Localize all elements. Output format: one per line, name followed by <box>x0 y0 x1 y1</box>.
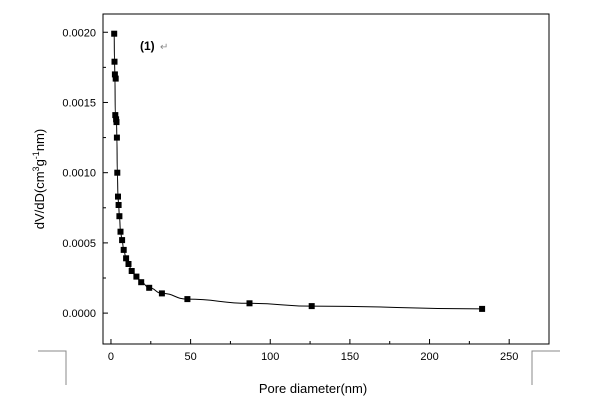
y-axis-title-main: dV/dD(cm <box>32 171 47 229</box>
data-point <box>133 273 140 280</box>
y-axis-title-mid: g <box>32 159 47 166</box>
data-point <box>308 303 315 310</box>
data-point <box>115 202 122 208</box>
x-axis-title: Pore diameter(nm) <box>259 381 367 396</box>
data-point <box>119 237 126 244</box>
data-point <box>125 261 132 267</box>
data-point <box>146 284 153 291</box>
x-tick-label: 100 <box>261 351 279 363</box>
data-point <box>113 119 120 126</box>
data-point <box>113 134 120 141</box>
y-tick-label: 0.0005 <box>62 238 96 250</box>
crop-mark-right <box>531 350 560 385</box>
data-point <box>111 30 118 37</box>
data-point <box>117 228 124 235</box>
x-tick-label: 50 <box>184 351 196 363</box>
y-axis-ticks: 0.0000 0.0005 0.0010 0.0015 0.0020 <box>62 27 108 320</box>
data-point <box>246 300 253 307</box>
crop-mark-left <box>38 350 67 385</box>
y-axis-title: dV/dD(cm3g-1nm) <box>31 129 47 229</box>
data-point <box>111 58 118 65</box>
annotation-return-mark: ↵ <box>160 42 168 53</box>
data-point <box>111 71 118 78</box>
data-point <box>138 279 145 286</box>
data-point <box>184 296 191 303</box>
x-axis-ticks: 0 50 100 150 200 250 <box>108 339 518 363</box>
data-point <box>114 169 121 176</box>
y-axis-title-sup1: 3 <box>31 166 41 171</box>
data-point <box>479 305 486 312</box>
y-axis-title-sup2: -1 <box>31 151 41 159</box>
data-point <box>123 255 130 262</box>
y-tick-label: 0.0000 <box>62 308 96 320</box>
data-point <box>128 268 135 274</box>
y-tick-label: 0.0010 <box>62 168 96 180</box>
y-axis-title-end: nm) <box>32 129 47 151</box>
data-point <box>120 246 127 253</box>
data-point <box>116 213 123 220</box>
x-tick-label: 200 <box>420 351 438 363</box>
data-point <box>112 112 119 119</box>
x-tick-label: 0 <box>108 351 114 363</box>
fit-curve <box>113 33 483 310</box>
plot-frame <box>102 13 550 345</box>
data-points <box>111 30 486 312</box>
annotation-label: (1) <box>140 39 155 53</box>
data-point <box>115 193 121 200</box>
y-tick-label: 0.0015 <box>62 97 96 109</box>
y-tick-label: 0.0020 <box>62 27 96 39</box>
x-tick-label: 250 <box>500 351 518 363</box>
data-point <box>158 290 165 297</box>
data-point <box>112 75 119 82</box>
x-tick-label: 150 <box>341 351 359 363</box>
